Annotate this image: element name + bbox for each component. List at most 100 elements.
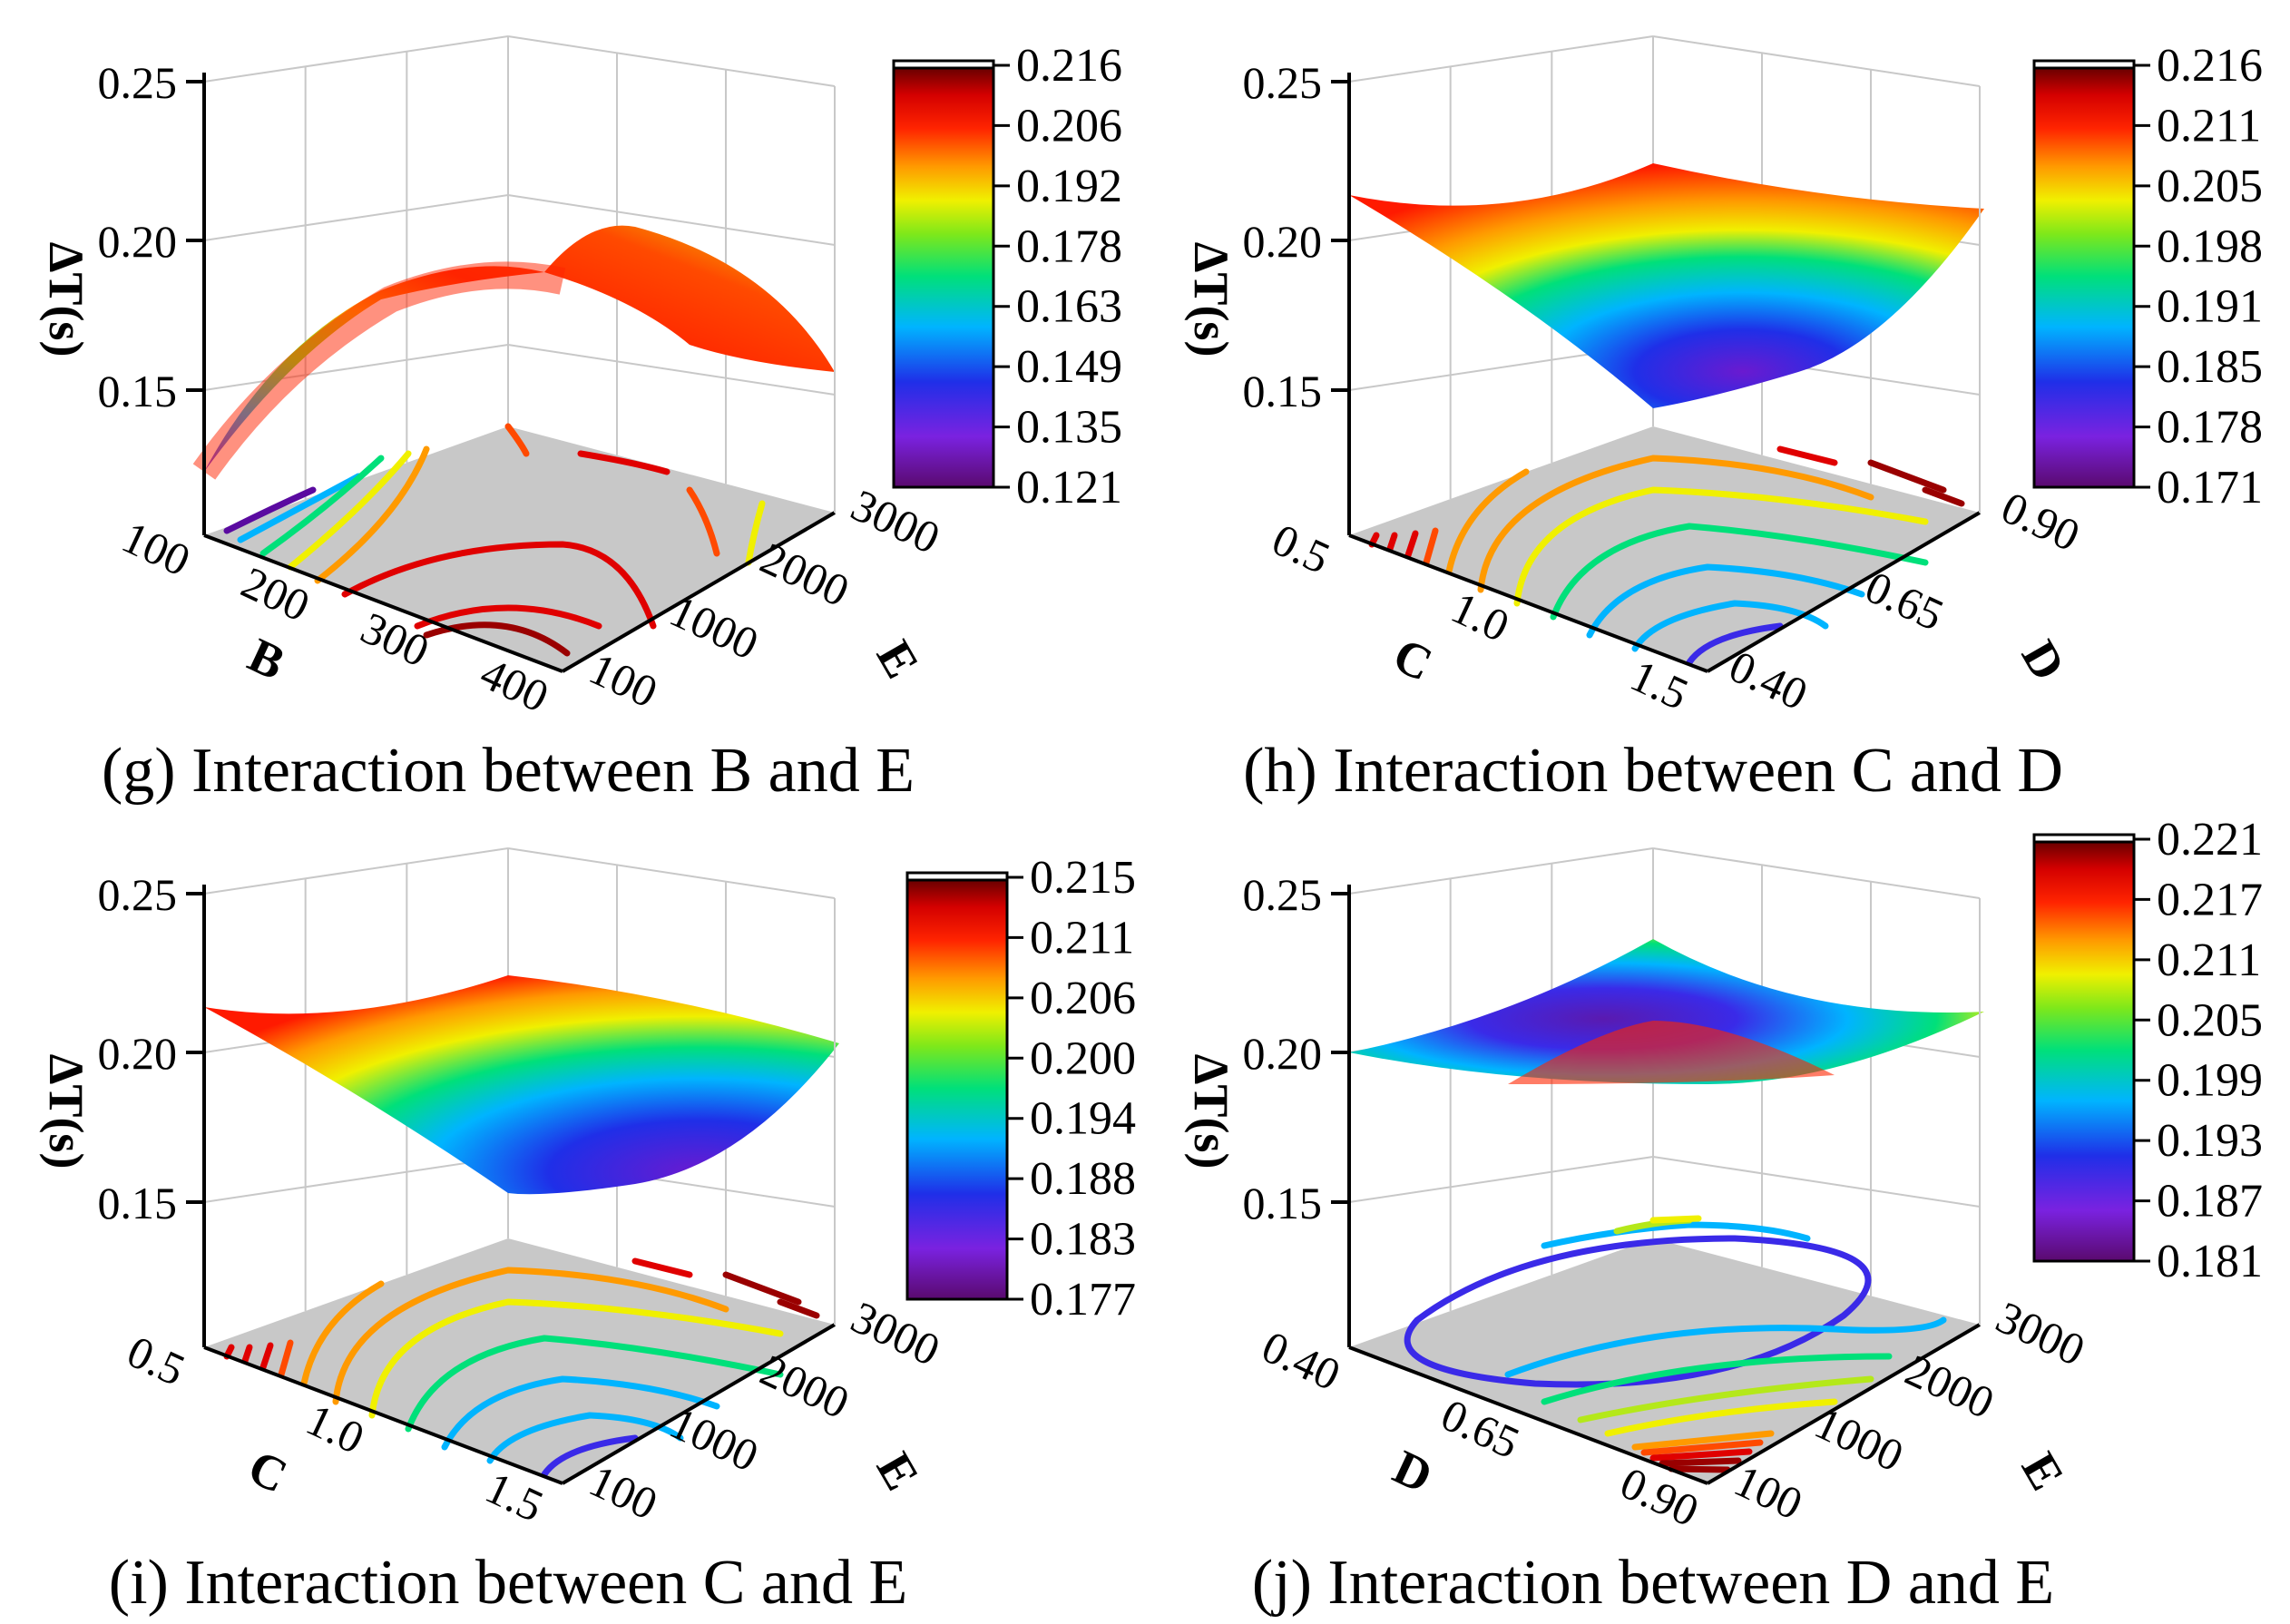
y-axis <box>561 1323 837 1485</box>
colorbar-tick-label: 0.206 <box>1030 973 1136 1024</box>
colorbar-tick-label: 0.149 <box>1016 341 1122 393</box>
colorbar-tick-label: 0.192 <box>1016 161 1122 212</box>
colorbar-tick-label: 0.191 <box>2157 281 2263 333</box>
colorbar-tick-label: 0.200 <box>1030 1032 1136 1084</box>
y-tick-label: 2000 <box>753 1344 856 1428</box>
contour-line <box>259 455 385 557</box>
x-axis-label: B <box>240 627 293 690</box>
y-tick-label: 1000 <box>1807 1397 1911 1482</box>
contour-line <box>541 1434 639 1478</box>
y-axis-label: E <box>2011 1443 2075 1499</box>
colorbar: 0.221 0.217 0.211 0.205 0.199 0.193 0.187 0.181 <box>2032 814 2263 1287</box>
colorbar-tick-label: 0.188 <box>1030 1153 1136 1205</box>
contour-line <box>287 450 412 571</box>
grid-line <box>203 344 509 391</box>
contour-line <box>332 1267 729 1405</box>
surface <box>1349 939 1984 1084</box>
z-tick-label: 0.25 <box>98 57 178 108</box>
y-tick-label: 0.90 <box>1994 482 2088 562</box>
z-tick-label: 0.15 <box>1243 1178 1323 1228</box>
contour-line <box>1541 1353 1893 1405</box>
colorbar-gradient <box>2032 64 2136 489</box>
grid-line <box>1652 35 1981 87</box>
floor-contours <box>223 1257 820 1478</box>
surface-mesh <box>1349 939 1984 1084</box>
contour-line <box>1550 523 1929 621</box>
contour-line <box>1513 486 1929 607</box>
z-tick-label: 0.20 <box>98 216 178 267</box>
surface-mesh <box>1349 163 1984 408</box>
x-tick-label: 100 <box>114 511 198 585</box>
contour-line <box>686 486 720 557</box>
contour-line <box>241 1344 253 1365</box>
contour-line <box>777 1298 820 1319</box>
contour-line <box>745 500 766 566</box>
y-tick-label: 1000 <box>662 585 766 670</box>
surface-ridge <box>1508 1021 1835 1084</box>
x-axis <box>203 533 563 673</box>
contour-line <box>1445 468 1530 575</box>
contour-line <box>1686 622 1784 666</box>
colorbar-tick-label: 0.206 <box>1016 100 1122 152</box>
contour-line <box>1649 1448 1753 1462</box>
grid-line <box>1348 847 1654 895</box>
colorbar-tick-label: 0.211 <box>1030 912 1134 964</box>
colorbar-tick-label: 0.215 <box>1030 852 1136 904</box>
contour-line <box>577 450 670 475</box>
grid-line <box>507 35 836 87</box>
colorbar-tick-label: 0.181 <box>2157 1236 2263 1287</box>
colorbar-tick-label: 0.216 <box>2157 40 2263 92</box>
z-tick-label: 0.15 <box>1243 366 1323 416</box>
contour-line <box>1867 459 1947 494</box>
colorbar-tick-label: 0.185 <box>2157 341 2263 393</box>
y-tick-label: 3000 <box>1989 1291 2092 1375</box>
colorbar-gradient <box>2032 837 2136 1263</box>
y-axis <box>1706 1323 1982 1485</box>
contour-line <box>631 1257 693 1278</box>
contour-line <box>300 1280 385 1387</box>
contour-line <box>405 1335 784 1433</box>
colorbar-tick-label: 0.198 <box>2157 220 2263 272</box>
contour-line <box>1586 563 1865 639</box>
contour-line <box>504 423 530 457</box>
contour-line <box>1631 1430 1775 1451</box>
z-axis-label: ΔT(s) <box>1184 1054 1238 1169</box>
z-axis-label: ΔT(s) <box>39 242 93 357</box>
contour-line <box>1541 1221 1811 1249</box>
y-axis <box>561 511 837 673</box>
colorbar-tick-label: 0.177 <box>1030 1274 1136 1326</box>
y-tick-label: 2000 <box>1898 1344 2001 1428</box>
x-axis <box>1348 1345 1708 1485</box>
colorbar-gradient <box>905 876 1009 1301</box>
z-tick-label: 0.25 <box>1243 57 1323 108</box>
colorbar-tick-label: 0.205 <box>2157 161 2263 212</box>
contour-line <box>223 486 317 534</box>
colorbar: 0.216 0.206 0.192 0.178 0.163 0.149 0.135 0.121 <box>892 40 1122 514</box>
z-tick-label: 0.15 <box>98 1178 178 1228</box>
contour-line <box>1776 445 1838 466</box>
y-tick-label: 3000 <box>844 479 947 563</box>
contour-line <box>1922 486 1965 507</box>
y-tick-label: 1000 <box>662 1397 766 1482</box>
colorbar-tick-label: 0.211 <box>2157 934 2261 986</box>
z-tick-label: 0.25 <box>1243 869 1323 920</box>
z-tick-label: 0.25 <box>98 869 178 920</box>
panel-caption: (h) Interaction between C and D <box>1243 736 2063 806</box>
colorbar: 0.216 0.211 0.205 0.198 0.191 0.185 0.178 0.171 <box>2032 40 2263 514</box>
contour-line <box>1504 1316 1947 1378</box>
surface <box>204 975 839 1195</box>
grid-line <box>1348 35 1654 83</box>
y-tick-label: 3000 <box>844 1291 947 1375</box>
y-axis-label: D <box>2011 631 2076 690</box>
grid-line <box>1652 1156 1981 1208</box>
colorbar-tick-label: 0.135 <box>1016 402 1122 454</box>
floor <box>1349 426 1980 671</box>
grid-line <box>507 194 836 246</box>
floor <box>1349 1238 1980 1483</box>
panel-caption: (i) Interaction between C and E <box>109 1548 907 1618</box>
grid-line <box>1348 1156 1654 1203</box>
colorbar-tick-label: 0.163 <box>1016 281 1122 333</box>
